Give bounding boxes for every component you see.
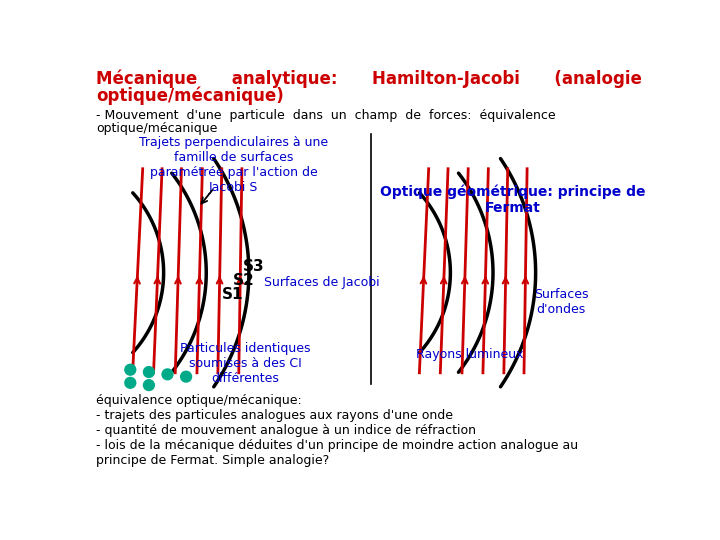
Circle shape [125, 377, 136, 388]
Text: S1: S1 [222, 287, 243, 301]
Text: Particules identiques
soumises à des CI
différentes: Particules identiques soumises à des CI … [180, 342, 310, 385]
Circle shape [143, 380, 154, 390]
Circle shape [143, 367, 154, 377]
Text: S3: S3 [243, 259, 264, 274]
Circle shape [181, 372, 192, 382]
Circle shape [162, 369, 173, 380]
Text: Rayons lumineux: Rayons lumineux [416, 348, 523, 361]
Text: Mécanique      analytique:      Hamilton-Jacobi      (analogie: Mécanique analytique: Hamilton-Jacobi (a… [96, 70, 642, 88]
Circle shape [125, 364, 136, 375]
Text: Surfaces de Jacobi: Surfaces de Jacobi [264, 276, 380, 289]
Text: Optique géométrique: principe de
Fermat: Optique géométrique: principe de Fermat [379, 184, 645, 215]
Text: S2: S2 [233, 273, 254, 288]
Text: optique/mécanique): optique/mécanique) [96, 86, 284, 105]
Text: optique/mécanique: optique/mécanique [96, 122, 217, 135]
Text: Surfaces
d'ondes: Surfaces d'ondes [534, 288, 588, 316]
Text: Trajets perpendiculaires à une
famille de surfaces
paramétrée par l'action de
Ja: Trajets perpendiculaires à une famille d… [139, 137, 328, 194]
Text: - Mouvement  d'une  particule  dans  un  champ  de  forces:  équivalence: - Mouvement d'une particule dans un cham… [96, 110, 556, 123]
Text: équivalence optique/mécanique:
- trajets des particules analogues aux rayons d'u: équivalence optique/mécanique: - trajets… [96, 394, 578, 467]
